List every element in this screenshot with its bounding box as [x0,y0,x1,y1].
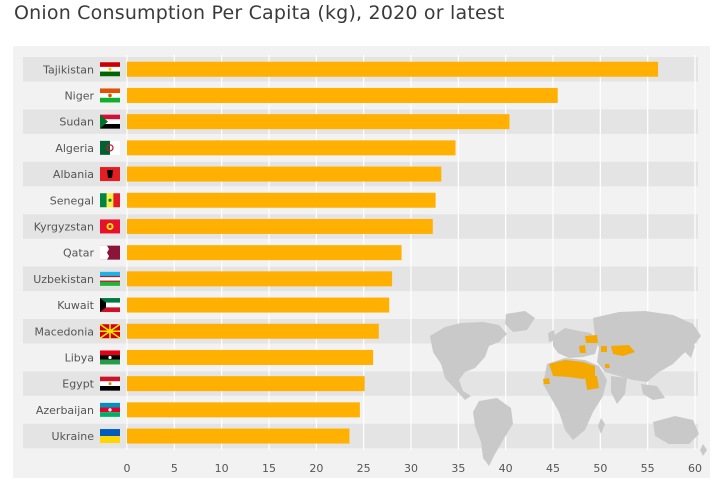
map-highlight-central-asia [611,345,635,356]
x-tick-label: 60 [688,462,702,475]
map-highlight-north-africa [549,360,595,379]
x-tick-label: 50 [593,462,607,475]
albania-flag-icon [100,167,120,182]
map-new-zealand [700,444,707,456]
map-north-america [430,322,507,400]
x-tick-label: 40 [499,462,513,475]
bar-egypt [127,376,365,392]
map-highlight-ukraine [585,335,598,343]
country-label: Egypt [62,378,94,391]
bar-niger [127,87,558,103]
x-tick-label: 0 [124,462,131,475]
flags [99,62,121,444]
country-label: Uzbekistan [33,273,94,286]
macedonia-flag-icon [99,323,121,339]
bar-albania [127,166,442,182]
tajikistan-flag-icon [100,62,120,77]
country-label: Tajikistan [42,63,94,76]
country-label: Senegal [50,194,94,207]
country-label: Niger [64,89,94,102]
bar-algeria [127,140,456,156]
ukraine-flag-icon [100,429,120,444]
egypt-flag-icon [100,376,120,391]
bar-kyrgyzstan [127,218,433,234]
x-tick-label: 5 [171,462,178,475]
bar-ukraine [127,428,350,444]
x-tick-label: 15 [262,462,276,475]
bar-chart: Tajikistan Niger Sudan Algeria Albania Senega… [13,46,710,478]
x-tick-label: 45 [546,462,560,475]
country-label: Albania [53,168,94,181]
country-label: Libya [65,351,94,364]
x-tick-label: 35 [451,462,465,475]
niger-flag-icon [100,88,120,103]
bar-tajikistan [127,61,659,77]
map-greenland [505,311,535,332]
country-label: Algeria [55,142,94,155]
map-australia [653,416,699,444]
map-highlight-balkans [579,345,586,353]
map-madagascar [598,418,605,434]
country-label: Kyrgyzstan [34,220,94,233]
kyrgyzstan-flag-icon [100,219,120,234]
map-india [611,376,627,404]
map-highlight-caucasus [601,346,607,352]
algeria-flag-icon [100,140,120,155]
chart-title: Onion Consumption Per Capita (kg), 2020 … [14,2,505,24]
bar-macedonia [127,323,379,339]
country-label: Kuwait [57,299,94,312]
bar-uzbekistan [127,271,393,287]
x-tick-label: 10 [215,462,229,475]
x-tick-label: 55 [641,462,655,475]
sudan-flag-icon [100,114,120,129]
map-uk [548,330,555,342]
map-highlight-senegal [543,378,550,384]
bar-kuwait [127,297,390,313]
country-labels: Tajikistan Niger Sudan Algeria Albania Senega… [33,63,94,443]
bar-sudan [127,114,510,130]
country-label: Ukraine [52,430,95,443]
qatar-flag-icon [100,245,120,260]
world-map [430,311,707,466]
bars [127,61,659,444]
country-label: Sudan [59,116,94,129]
bar-azerbaijan [127,402,360,418]
libya-flag-icon [100,350,120,365]
uzbekistan-flag-icon [100,271,120,286]
x-tick-label: 25 [357,462,371,475]
bar-qatar [127,245,402,261]
map-south-america [473,398,513,466]
country-label: Qatar [63,247,94,260]
map-highlight-sudan [585,376,599,390]
map-japan [685,340,695,358]
kuwait-flag-icon [100,298,120,313]
x-tick-label: 20 [309,462,323,475]
map-highlight-gulf [605,364,610,368]
map-europe [553,328,598,358]
map-asia [593,311,701,382]
country-label: Macedonia [34,325,94,338]
bar-libya [127,349,374,365]
senegal-flag-icon [100,193,120,208]
bar-senegal [127,192,436,208]
row-stripe [23,423,698,449]
x-tick-label: 30 [404,462,418,475]
country-label: Azerbaijan [36,404,94,417]
map-se-asia [641,384,665,400]
x-axis-ticks: 0 5 10 15 20 25 30 35 40 45 50 55 60 [124,462,703,475]
azerbaijan-flag-icon [100,402,120,417]
